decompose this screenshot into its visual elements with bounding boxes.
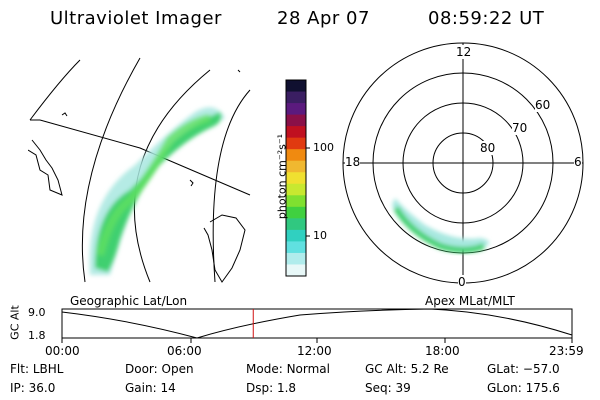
- colorbar-swatch: [286, 183, 306, 196]
- status-field: Mode: Normal: [246, 362, 330, 376]
- altitude-xtick-0000: 00:00: [45, 344, 80, 358]
- status-value: Open: [161, 362, 194, 376]
- status-field: Dsp: 1.8: [246, 381, 296, 395]
- colorbar-swatch: [286, 195, 306, 208]
- colorbar-swatch: [286, 218, 306, 231]
- status-key: IP:: [10, 381, 29, 395]
- polar-label-18: 18: [345, 155, 361, 169]
- polar-label-80: 80: [480, 141, 496, 155]
- status-value: 14: [160, 381, 176, 395]
- status-value: LBHL: [32, 362, 64, 376]
- status-value: 5.2 Re: [410, 362, 449, 376]
- status-key: Seq:: [365, 381, 396, 395]
- colorbar-swatch: [286, 206, 306, 219]
- app-title: Ultraviolet Imager: [50, 8, 222, 29]
- status-field: Flt: LBHL: [10, 362, 63, 376]
- polar-label-6: 6: [574, 155, 582, 169]
- colorbar-swatch: [286, 137, 306, 150]
- status-key: Mode:: [246, 362, 287, 376]
- status-field: Seq: 39: [365, 381, 411, 395]
- colorbar-swatch: [286, 172, 306, 185]
- status-field: IP: 36.0: [10, 381, 55, 395]
- polar-label-0: 0: [458, 275, 466, 289]
- altitude-xtick-1800: 18:00: [425, 344, 460, 358]
- time-readout: 08:59:22 UT: [428, 8, 545, 29]
- status-value: 39: [395, 381, 411, 395]
- status-field: GLat: −57.0: [487, 362, 560, 376]
- status-key: Door:: [125, 362, 162, 376]
- geographic-label: Geographic Lat/Lon: [70, 294, 188, 308]
- colorbar-swatch: [286, 229, 306, 242]
- status-field: Door: Open: [125, 362, 194, 376]
- status-key: Dsp:: [246, 381, 277, 395]
- colorbar-swatch: [286, 80, 306, 93]
- colorbar-swatch: [286, 160, 306, 173]
- colorbar-swatch: [286, 149, 306, 162]
- altitude-xtick-2359: 23:59: [549, 344, 584, 358]
- apex-label: Apex MLat/MLT: [425, 294, 515, 308]
- polar-label-12: 12: [456, 45, 472, 59]
- status-value: 175.6: [525, 381, 560, 395]
- polar-label-60: 60: [535, 98, 551, 112]
- status-field: Gain: 14: [125, 381, 176, 395]
- altitude-ytick-1-8: 1.8: [28, 329, 46, 342]
- status-key: Gain:: [125, 381, 161, 395]
- status-key: Flt:: [10, 362, 33, 376]
- status-field: GLon: 175.6: [487, 381, 560, 395]
- altitude-xtick-0600: 06:00: [167, 344, 202, 358]
- colorbar-swatch: [286, 126, 306, 139]
- colorbar-swatch: [286, 264, 306, 277]
- status-value: Normal: [286, 362, 330, 376]
- polar-label-70: 70: [512, 121, 528, 135]
- date-readout: 28 Apr 07: [277, 8, 370, 29]
- altitude-xtick-1200: 12:00: [297, 344, 332, 358]
- colorbar-swatch: [286, 91, 306, 104]
- colorbar-swatch: [286, 103, 306, 116]
- colorbar-border: [285, 79, 307, 277]
- colorbar-swatch: [286, 241, 306, 254]
- colorbar-tick-100: 100: [313, 141, 334, 154]
- colorbar-swatch: [286, 114, 306, 127]
- status-value: 36.0: [28, 381, 56, 395]
- altitude-ylabel: GC Alt: [8, 305, 22, 340]
- status-key: GC Alt:: [365, 362, 411, 376]
- status-field: GC Alt: 5.2 Re: [365, 362, 449, 376]
- status-key: GLat:: [487, 362, 523, 376]
- status-value: −57.0: [522, 362, 560, 376]
- colorbar-swatch: [286, 252, 306, 265]
- status-key: GLon:: [487, 381, 526, 395]
- altitude-ytick-9: 9.0: [28, 306, 46, 319]
- status-value: 1.8: [276, 381, 297, 395]
- colorbar-tick-10: 10: [313, 229, 327, 242]
